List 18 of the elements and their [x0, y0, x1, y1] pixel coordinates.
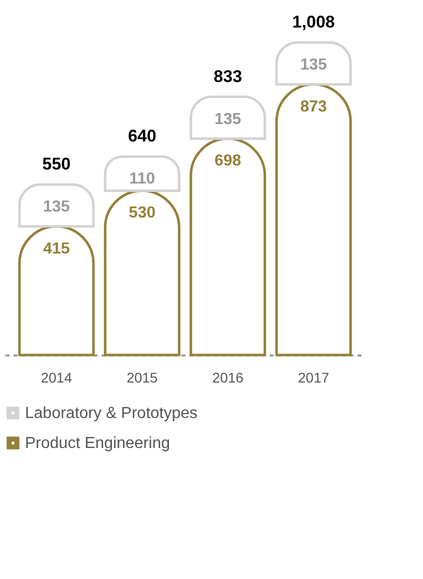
data-label: 135 — [214, 110, 242, 128]
total-label: 550 — [42, 154, 71, 174]
total-label: 1,008 — [292, 12, 335, 32]
data-label: 530 — [128, 204, 156, 222]
total-label: 833 — [214, 66, 242, 86]
data-label: 415 — [43, 240, 70, 258]
total-label: 640 — [128, 126, 156, 146]
data-label: 698 — [214, 152, 242, 170]
data-label: 110 — [129, 170, 156, 188]
x-tick-label: 2016 — [212, 370, 244, 386]
data-label: 135 — [43, 198, 70, 216]
x-tick-label: 2014 — [40, 370, 72, 386]
x-tick-label: 2017 — [298, 370, 330, 386]
legend-label: Laboratory & Prototypes — [25, 405, 198, 422]
data-label: 135 — [300, 56, 328, 74]
data-label: 873 — [300, 98, 328, 116]
x-tick-label: 2015 — [126, 370, 158, 386]
legend-label: Product Engineering — [25, 435, 170, 452]
